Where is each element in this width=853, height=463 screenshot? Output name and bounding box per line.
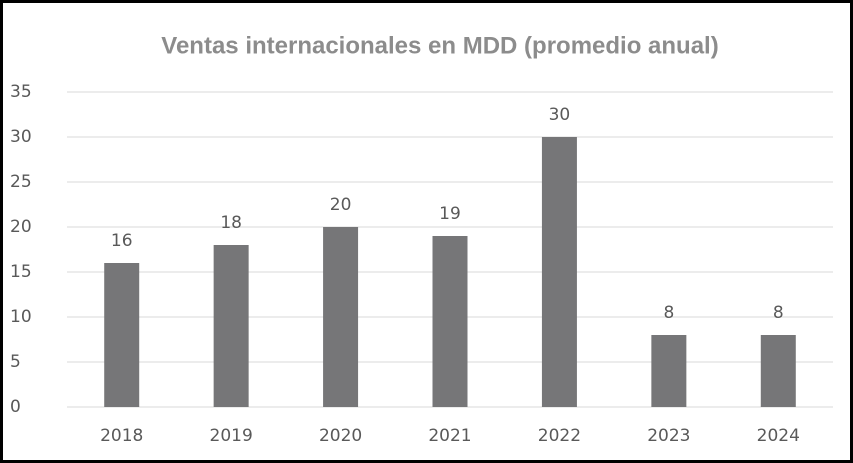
y-tick-label: 20	[10, 217, 32, 237]
bar	[433, 236, 468, 407]
bar	[104, 263, 139, 407]
bar	[651, 335, 686, 407]
y-tick-label: 5	[10, 352, 21, 372]
x-tick-label: 2022	[538, 426, 581, 446]
x-tick-label: 2018	[100, 426, 143, 446]
y-tick-label: 0	[10, 397, 21, 417]
data-label: 30	[549, 105, 571, 125]
y-tick-label: 25	[10, 172, 32, 192]
y-tick-label: 35	[10, 82, 32, 102]
data-label: 8	[663, 303, 674, 323]
x-tick-label: 2021	[428, 426, 471, 446]
bar	[542, 137, 577, 407]
data-label: 8	[773, 303, 784, 323]
x-tick-label: 2020	[319, 426, 362, 446]
bar	[214, 245, 249, 407]
y-tick-label: 10	[10, 307, 32, 327]
y-tick-label: 15	[10, 262, 32, 282]
data-label: 18	[220, 213, 242, 233]
chart-title: Ventas internacionales en MDD (promedio …	[161, 32, 718, 59]
x-tick-label: 2023	[647, 426, 690, 446]
x-tick-label: 2019	[210, 426, 253, 446]
bar	[761, 335, 796, 407]
chart: Ventas internacionales en MDD (promedio …	[0, 0, 853, 463]
bar	[323, 227, 358, 407]
y-tick-label: 30	[10, 127, 32, 147]
data-label: 19	[439, 204, 461, 224]
data-label: 20	[330, 195, 352, 215]
x-tick-label: 2024	[757, 426, 800, 446]
data-label: 16	[111, 231, 133, 251]
